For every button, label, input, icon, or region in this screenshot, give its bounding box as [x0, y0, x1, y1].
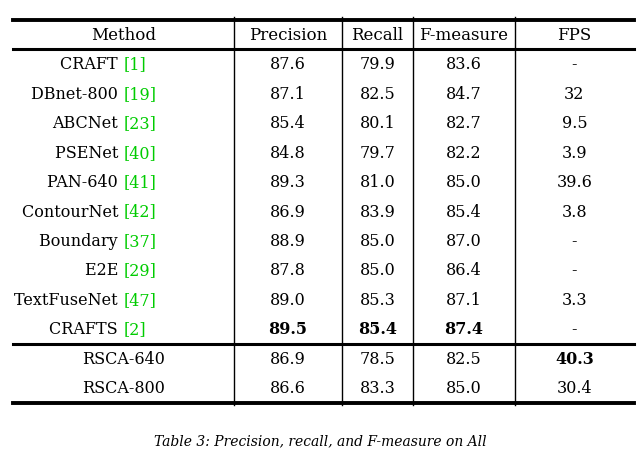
Text: 89.5: 89.5 [269, 321, 307, 338]
Text: ContourNet: ContourNet [22, 203, 123, 220]
Text: 40.3: 40.3 [555, 350, 594, 367]
Text: 85.4: 85.4 [446, 203, 482, 220]
Text: ABCNet: ABCNet [52, 115, 123, 132]
Text: 82.5: 82.5 [360, 86, 396, 102]
Text: 83.3: 83.3 [360, 379, 396, 396]
Text: [40]: [40] [123, 144, 156, 161]
Text: 85.4: 85.4 [270, 115, 306, 132]
Text: 32: 32 [564, 86, 584, 102]
Text: [47]: [47] [123, 291, 156, 308]
Text: [19]: [19] [123, 86, 156, 102]
Text: [23]: [23] [123, 115, 156, 132]
Text: 87.8: 87.8 [270, 262, 306, 279]
Text: [29]: [29] [123, 262, 156, 279]
Text: 86.9: 86.9 [270, 350, 306, 367]
Text: Boundary: Boundary [40, 233, 123, 249]
Text: 80.1: 80.1 [360, 115, 396, 132]
Text: 89.0: 89.0 [270, 291, 306, 308]
Text: -: - [572, 56, 577, 73]
Text: 3.9: 3.9 [561, 144, 588, 161]
Text: PSENet: PSENet [54, 144, 123, 161]
Text: 87.0: 87.0 [446, 233, 482, 249]
Text: 85.3: 85.3 [360, 291, 396, 308]
Text: 89.3: 89.3 [270, 174, 306, 191]
Text: 84.7: 84.7 [446, 86, 482, 102]
Text: 86.4: 86.4 [446, 262, 482, 279]
Text: 86.6: 86.6 [270, 379, 306, 396]
Text: 79.9: 79.9 [360, 56, 396, 73]
Text: -: - [572, 233, 577, 249]
Text: 82.2: 82.2 [446, 144, 482, 161]
Text: 87.1: 87.1 [446, 291, 482, 308]
Text: 83.9: 83.9 [360, 203, 396, 220]
Text: [1]: [1] [123, 56, 146, 73]
Text: RSCA-640: RSCA-640 [82, 350, 164, 367]
Text: 85.4: 85.4 [358, 321, 397, 338]
Text: 85.0: 85.0 [360, 262, 396, 279]
Text: TextFuseNet: TextFuseNet [15, 291, 123, 308]
Text: 87.6: 87.6 [270, 56, 306, 73]
Text: 88.9: 88.9 [270, 233, 306, 249]
Text: [37]: [37] [123, 233, 156, 249]
Text: RSCA-800: RSCA-800 [82, 379, 164, 396]
Text: 87.1: 87.1 [270, 86, 306, 102]
Text: [42]: [42] [123, 203, 156, 220]
Text: CRAFTS: CRAFTS [49, 321, 123, 338]
Text: 79.7: 79.7 [360, 144, 396, 161]
Text: 85.0: 85.0 [360, 233, 396, 249]
Text: 86.9: 86.9 [270, 203, 306, 220]
Text: Precision: Precision [249, 27, 327, 44]
Text: 84.8: 84.8 [270, 144, 306, 161]
Text: [41]: [41] [123, 174, 156, 191]
Text: F-measure: F-measure [419, 27, 509, 44]
Text: [2]: [2] [123, 321, 146, 338]
Text: 30.4: 30.4 [557, 379, 592, 396]
Text: 9.5: 9.5 [561, 115, 588, 132]
Text: -: - [572, 262, 577, 279]
Text: 82.7: 82.7 [446, 115, 482, 132]
Text: 81.0: 81.0 [360, 174, 396, 191]
Text: 85.0: 85.0 [446, 174, 482, 191]
Text: 85.0: 85.0 [446, 379, 482, 396]
Text: 83.6: 83.6 [446, 56, 482, 73]
Text: 3.3: 3.3 [561, 291, 588, 308]
Text: 39.6: 39.6 [556, 174, 593, 191]
Text: Recall: Recall [351, 27, 404, 44]
Text: CRAFT: CRAFT [60, 56, 123, 73]
Text: -: - [572, 321, 577, 338]
Text: Method: Method [91, 27, 156, 44]
Text: 3.8: 3.8 [561, 203, 588, 220]
Text: DBnet-800: DBnet-800 [31, 86, 123, 102]
Text: 87.4: 87.4 [445, 321, 483, 338]
Text: E2E: E2E [84, 262, 123, 279]
Text: PAN-640: PAN-640 [47, 174, 123, 191]
Text: 78.5: 78.5 [360, 350, 396, 367]
Text: 82.5: 82.5 [446, 350, 482, 367]
Text: FPS: FPS [557, 27, 591, 44]
Text: Table 3: Precision, recall, and F-measure on All: Table 3: Precision, recall, and F-measur… [154, 434, 486, 447]
